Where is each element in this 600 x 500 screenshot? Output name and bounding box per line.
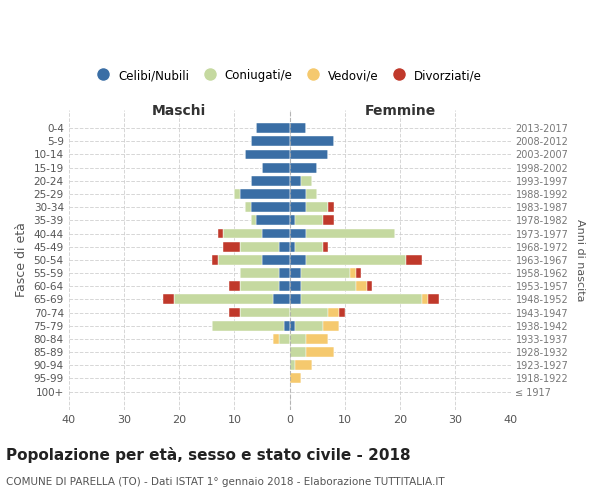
- Bar: [306, 202, 328, 212]
- Bar: [428, 294, 439, 304]
- Bar: [245, 202, 251, 212]
- Bar: [278, 281, 290, 291]
- Bar: [240, 281, 278, 291]
- Bar: [367, 281, 373, 291]
- Bar: [295, 360, 312, 370]
- Bar: [306, 347, 334, 357]
- Bar: [262, 255, 290, 265]
- Bar: [212, 321, 284, 330]
- Text: Popolazione per età, sesso e stato civile - 2018: Popolazione per età, sesso e stato civil…: [6, 447, 410, 463]
- Bar: [323, 216, 334, 226]
- Text: COMUNE DI PARELLA (TO) - Dati ISTAT 1° gennaio 2018 - Elaborazione TUTTITALIA.IT: COMUNE DI PARELLA (TO) - Dati ISTAT 1° g…: [6, 477, 445, 487]
- Bar: [240, 308, 290, 318]
- Bar: [290, 360, 295, 370]
- Bar: [406, 255, 422, 265]
- Bar: [295, 216, 323, 226]
- Bar: [262, 228, 290, 238]
- Text: Maschi: Maschi: [152, 104, 206, 118]
- Bar: [245, 150, 290, 160]
- Bar: [295, 242, 323, 252]
- Bar: [218, 228, 223, 238]
- Bar: [340, 308, 345, 318]
- Bar: [284, 321, 290, 330]
- Bar: [295, 321, 323, 330]
- Legend: Celibi/Nubili, Coniugati/e, Vedovi/e, Divorziati/e: Celibi/Nubili, Coniugati/e, Vedovi/e, Di…: [92, 64, 487, 87]
- Bar: [223, 242, 240, 252]
- Bar: [240, 268, 278, 278]
- Bar: [328, 308, 340, 318]
- Bar: [212, 255, 218, 265]
- Bar: [306, 228, 395, 238]
- Bar: [290, 268, 301, 278]
- Bar: [290, 150, 328, 160]
- Bar: [278, 268, 290, 278]
- Bar: [328, 202, 334, 212]
- Bar: [290, 189, 306, 199]
- Bar: [251, 136, 290, 146]
- Bar: [290, 123, 306, 133]
- Bar: [229, 281, 240, 291]
- Bar: [323, 242, 328, 252]
- Bar: [173, 294, 273, 304]
- Bar: [356, 268, 361, 278]
- Bar: [323, 321, 340, 330]
- Y-axis label: Fasce di età: Fasce di età: [15, 222, 28, 298]
- Bar: [290, 176, 301, 186]
- Bar: [273, 334, 278, 344]
- Bar: [290, 281, 301, 291]
- Bar: [290, 162, 317, 172]
- Bar: [240, 189, 290, 199]
- Bar: [290, 294, 301, 304]
- Bar: [306, 189, 317, 199]
- Bar: [306, 255, 406, 265]
- Bar: [290, 334, 306, 344]
- Bar: [273, 294, 290, 304]
- Bar: [422, 294, 428, 304]
- Bar: [290, 136, 334, 146]
- Y-axis label: Anni di nascita: Anni di nascita: [575, 218, 585, 301]
- Bar: [240, 242, 278, 252]
- Bar: [290, 374, 301, 384]
- Bar: [290, 216, 295, 226]
- Bar: [350, 268, 356, 278]
- Bar: [235, 189, 240, 199]
- Bar: [290, 321, 295, 330]
- Bar: [290, 347, 306, 357]
- Bar: [163, 294, 173, 304]
- Bar: [229, 308, 240, 318]
- Bar: [223, 228, 262, 238]
- Text: Femmine: Femmine: [364, 104, 436, 118]
- Bar: [290, 202, 306, 212]
- Bar: [251, 176, 290, 186]
- Bar: [262, 162, 290, 172]
- Bar: [278, 242, 290, 252]
- Bar: [251, 216, 256, 226]
- Bar: [290, 228, 306, 238]
- Bar: [306, 334, 328, 344]
- Bar: [290, 308, 328, 318]
- Bar: [301, 176, 312, 186]
- Bar: [301, 281, 356, 291]
- Bar: [256, 123, 290, 133]
- Bar: [218, 255, 262, 265]
- Bar: [290, 242, 295, 252]
- Bar: [256, 216, 290, 226]
- Bar: [290, 255, 306, 265]
- Bar: [356, 281, 367, 291]
- Bar: [278, 334, 290, 344]
- Bar: [251, 202, 290, 212]
- Bar: [301, 268, 350, 278]
- Bar: [301, 294, 422, 304]
